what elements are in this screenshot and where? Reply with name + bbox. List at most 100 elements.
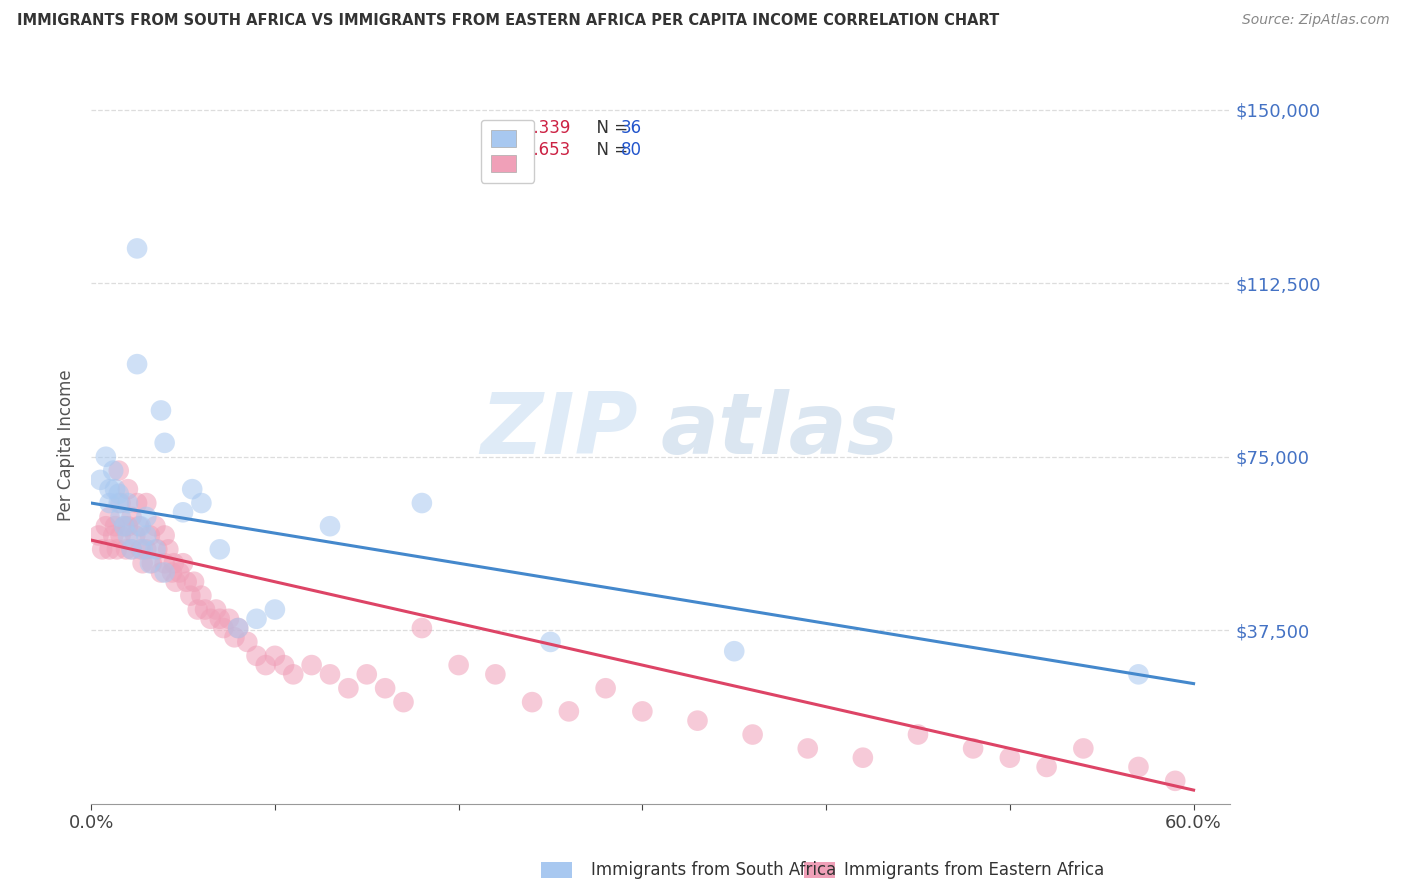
Point: [128, 519, 150, 533]
Point: [127, 241, 149, 255]
Point: [129, 519, 152, 533]
Point: [153, 556, 176, 570]
Point: [153, 566, 176, 580]
Point: [131, 542, 153, 557]
Point: [631, 705, 654, 719]
Point: [172, 556, 194, 570]
Point: [1035, 760, 1057, 774]
Point: [91, 542, 114, 557]
Point: [117, 482, 139, 496]
Point: [187, 602, 209, 616]
Point: [1128, 667, 1150, 681]
Point: [264, 602, 287, 616]
Point: [1164, 773, 1187, 788]
Point: [124, 528, 146, 542]
Point: [962, 741, 984, 756]
Point: [160, 566, 183, 580]
Point: [121, 510, 143, 524]
Point: [135, 528, 157, 542]
Point: [127, 357, 149, 371]
Text: N =: N =: [585, 119, 633, 137]
Point: [129, 542, 152, 557]
Point: [127, 496, 149, 510]
Point: [135, 542, 157, 557]
Point: [852, 750, 875, 764]
Point: [165, 574, 187, 589]
Text: -0.339: -0.339: [517, 119, 571, 137]
Point: [183, 574, 205, 589]
Point: [595, 681, 617, 696]
Point: [141, 556, 163, 570]
Point: [190, 589, 212, 603]
Text: -0.653: -0.653: [517, 141, 571, 159]
Point: [172, 505, 194, 519]
Legend: , : ,: [481, 120, 534, 183]
Text: Immigrants from Eastern Africa: Immigrants from Eastern Africa: [844, 861, 1104, 879]
Point: [121, 542, 143, 557]
Point: [447, 658, 470, 673]
Point: [226, 621, 249, 635]
Point: [146, 542, 169, 557]
Point: [153, 435, 176, 450]
Point: [558, 705, 581, 719]
Point: [153, 528, 176, 542]
Text: ZIP: ZIP: [481, 389, 638, 473]
Point: [149, 566, 172, 580]
Point: [107, 496, 129, 510]
Point: [356, 667, 378, 681]
Text: R =: R =: [485, 119, 522, 137]
Point: [254, 658, 277, 673]
Point: [283, 667, 305, 681]
Point: [163, 556, 186, 570]
Point: [107, 464, 129, 478]
Point: [87, 528, 110, 542]
Point: [337, 681, 360, 696]
Point: [139, 556, 162, 570]
Point: [104, 482, 127, 496]
Point: [117, 496, 139, 510]
Point: [179, 589, 201, 603]
Point: [218, 612, 240, 626]
Point: [121, 542, 143, 557]
Point: [998, 750, 1021, 764]
Point: [115, 542, 138, 557]
Point: [224, 630, 246, 644]
Point: [301, 658, 323, 673]
Point: [907, 727, 929, 741]
Point: [205, 602, 228, 616]
Point: [319, 519, 342, 533]
Text: atlas: atlas: [661, 389, 898, 473]
Point: [103, 464, 125, 478]
Point: [94, 519, 117, 533]
Point: [105, 542, 128, 557]
Point: [484, 667, 506, 681]
Point: [686, 714, 709, 728]
Text: IMMIGRANTS FROM SOUTH AFRICA VS IMMIGRANTS FROM EASTERN AFRICA PER CAPITA INCOME: IMMIGRANTS FROM SOUTH AFRICA VS IMMIGRAN…: [17, 13, 1000, 29]
Point: [741, 727, 763, 741]
Point: [98, 496, 121, 510]
Point: [110, 528, 132, 542]
Text: N =: N =: [585, 141, 633, 159]
Point: [273, 658, 295, 673]
Point: [411, 621, 433, 635]
Point: [540, 635, 562, 649]
Point: [98, 542, 121, 557]
Text: Immigrants from South Africa: Immigrants from South Africa: [591, 861, 835, 879]
Point: [208, 542, 231, 557]
Point: [117, 519, 139, 533]
Point: [236, 635, 259, 649]
Point: [103, 528, 125, 542]
Point: [112, 519, 135, 533]
Point: [110, 496, 132, 510]
Point: [194, 602, 217, 616]
Point: [145, 542, 167, 557]
Point: [104, 519, 127, 533]
Point: [131, 556, 153, 570]
Text: R =: R =: [485, 141, 522, 159]
Point: [135, 510, 157, 524]
Point: [1128, 760, 1150, 774]
Point: [169, 566, 191, 580]
Point: [264, 648, 287, 663]
Point: [98, 482, 121, 496]
Point: [212, 621, 235, 635]
